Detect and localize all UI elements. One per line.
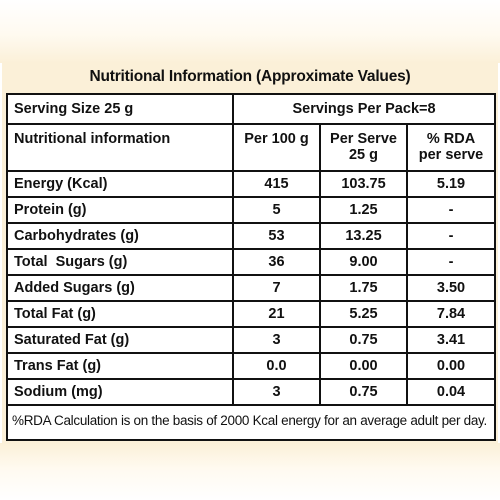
column-header-row: Nutritional information Per 100 g Per Se… xyxy=(8,123,494,172)
nutrient-name: Total Fat (g) xyxy=(8,300,234,328)
bottom-background-band xyxy=(0,443,500,500)
nutrition-table-frame: Serving Size 25 g Servings Per Pack=8 Nu… xyxy=(6,93,496,441)
table-row: Protein (g) 5 1.25 - xyxy=(8,196,494,224)
table-row: Total Fat (g) 21 5.25 7.84 xyxy=(8,300,494,328)
rda-value: 0.04 xyxy=(406,378,494,406)
serving-size-cell: Serving Size 25 g xyxy=(8,95,234,125)
rda-value: 3.41 xyxy=(406,326,494,354)
rda-value: - xyxy=(406,222,494,250)
rda-value: 0.00 xyxy=(406,352,494,380)
nutrient-name: Carbohydrates (g) xyxy=(8,222,234,250)
per-serve-value: 0.75 xyxy=(319,326,408,354)
per-serve-value: 1.25 xyxy=(319,196,408,224)
table-row: Total Sugars (g) 36 9.00 - xyxy=(8,248,494,276)
nutrient-name: Sodium (mg) xyxy=(8,378,234,406)
nutrient-name: Protein (g) xyxy=(8,196,234,224)
table-row: Carbohydrates (g) 53 13.25 - xyxy=(8,222,494,250)
rda-value: 3.50 xyxy=(406,274,494,302)
rda-value: - xyxy=(406,196,494,224)
header-rda-line2: per serve xyxy=(418,147,484,163)
nutrition-label-panel: Nutritional Information (Approximate Val… xyxy=(2,63,498,443)
table-row: Added Sugars (g) 7 1.75 3.50 xyxy=(8,274,494,302)
table-row: Saturated Fat (g) 3 0.75 3.41 xyxy=(8,326,494,354)
rda-value: 7.84 xyxy=(406,300,494,328)
header-per-100g: Per 100 g xyxy=(232,123,321,172)
footnote-row: %RDA Calculation is on the basis of 2000… xyxy=(8,404,494,435)
header-nutrient: Nutritional information xyxy=(8,123,234,172)
per-serve-value: 103.75 xyxy=(319,170,408,198)
per-100g-value: 3 xyxy=(232,326,321,354)
header-per-serve: Per Serve 25 g xyxy=(319,123,408,172)
per-100g-value: 3 xyxy=(232,378,321,406)
top-background-band xyxy=(0,0,500,63)
header-per-serve-line1: Per Serve xyxy=(330,131,397,147)
panel-title: Nutritional Information (Approximate Val… xyxy=(89,68,411,85)
table-row: Trans Fat (g) 0.0 0.00 0.00 xyxy=(8,352,494,380)
rda-value: - xyxy=(406,248,494,276)
rda-value: 5.19 xyxy=(406,170,494,198)
nutrient-name: Trans Fat (g) xyxy=(8,352,234,380)
nutrient-name: Added Sugars (g) xyxy=(8,274,234,302)
per-100g-value: 21 xyxy=(232,300,321,328)
nutrition-table: Serving Size 25 g Servings Per Pack=8 Nu… xyxy=(8,95,494,435)
nutrient-name: Energy (Kcal) xyxy=(8,170,234,198)
per-100g-value: 415 xyxy=(232,170,321,198)
nutrient-name: Saturated Fat (g) xyxy=(8,326,234,354)
rda-footnote: %RDA Calculation is on the basis of 2000… xyxy=(8,404,494,435)
servings-per-pack-cell: Servings Per Pack=8 xyxy=(232,95,494,125)
per-serve-value: 0.00 xyxy=(319,352,408,380)
per-serve-value: 1.75 xyxy=(319,274,408,302)
header-per-serve-line2: 25 g xyxy=(348,147,378,163)
header-rda: % RDA per serve xyxy=(406,123,494,172)
serving-info-row: Serving Size 25 g Servings Per Pack=8 xyxy=(8,95,494,125)
per-serve-value: 9.00 xyxy=(319,248,408,276)
table-row: Energy (Kcal) 415 103.75 5.19 xyxy=(8,170,494,198)
header-rda-line1: % RDA xyxy=(426,131,476,147)
per-100g-value: 5 xyxy=(232,196,321,224)
per-100g-value: 36 xyxy=(232,248,321,276)
per-100g-value: 0.0 xyxy=(232,352,321,380)
per-serve-value: 0.75 xyxy=(319,378,408,406)
table-row: Sodium (mg) 3 0.75 0.04 xyxy=(8,378,494,406)
per-100g-value: 53 xyxy=(232,222,321,250)
nutrient-name: Total Sugars (g) xyxy=(8,248,234,276)
per-serve-value: 5.25 xyxy=(319,300,408,328)
per-100g-value: 7 xyxy=(232,274,321,302)
per-serve-value: 13.25 xyxy=(319,222,408,250)
